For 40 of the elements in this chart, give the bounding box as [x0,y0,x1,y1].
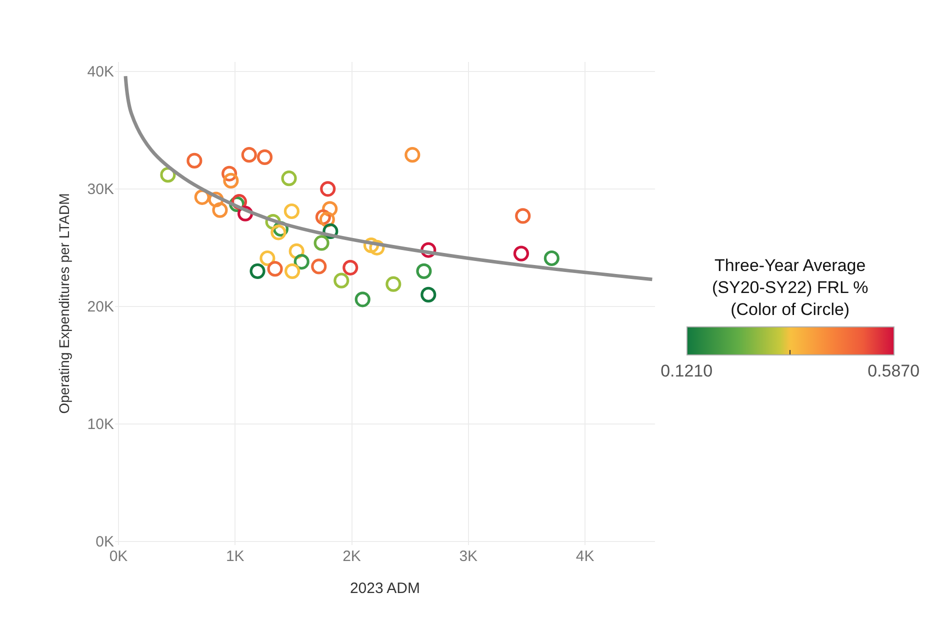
x-tick-label: 1K [226,548,244,565]
point [420,286,436,302]
point [212,202,228,218]
point [267,261,283,277]
point [342,260,358,276]
y-tick-label: 40K [87,64,114,81]
point [256,149,273,165]
x-tick-label: 3K [459,548,478,565]
point [314,235,330,251]
x-axis-title: 2023 ADM [350,580,420,597]
point [284,203,300,220]
point [223,172,239,188]
point [544,250,560,266]
point [320,181,336,197]
point [334,272,350,288]
x-tick-label: 4K [576,548,594,565]
line-series [124,74,654,282]
point [241,147,257,163]
point [281,170,297,186]
point [284,263,300,279]
y-tick-label: 20K [87,298,114,316]
x-tick-label: 2K [342,548,361,565]
y-tick-label: 30K [87,181,114,198]
point [416,263,432,279]
point [250,263,266,279]
y-tick-label: 0K [96,534,114,551]
color-bar-title: Three-Year Average (SY20-SY22) FRL % (Color of Circle) [712,256,868,320]
color-bar-label: 0.1210 [660,361,713,380]
point [404,147,420,163]
point [311,258,327,274]
point [386,276,402,292]
x-tick-label: 0K [109,548,128,565]
point [270,224,286,240]
point [515,208,531,224]
point [186,152,202,169]
y-axis-title: Operating Expenditures per LTADM [56,193,72,414]
color-bar-label: 0.5870 [868,361,920,380]
point [513,246,530,262]
y-tick-label: 10K [87,416,114,434]
point [354,292,370,308]
